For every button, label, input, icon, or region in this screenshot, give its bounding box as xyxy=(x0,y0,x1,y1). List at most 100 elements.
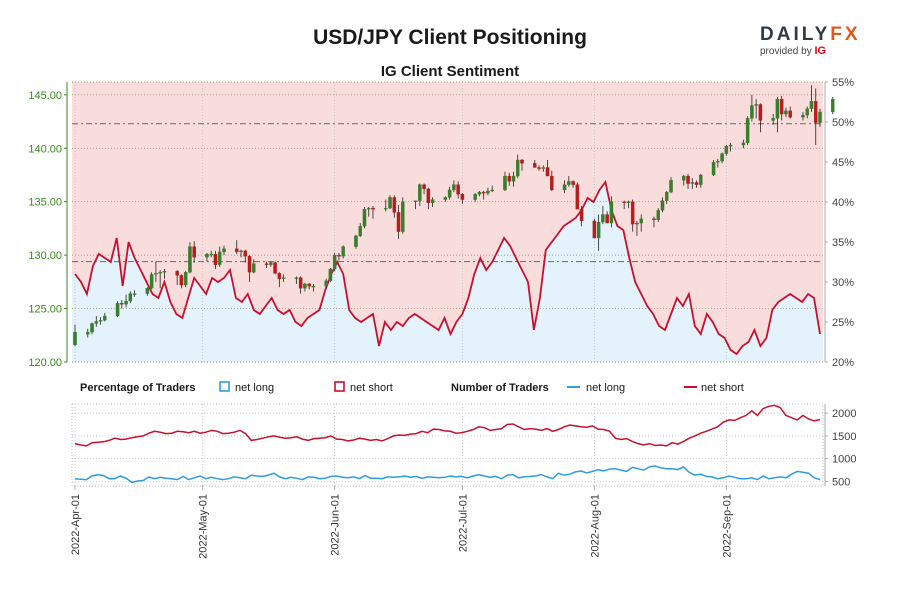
net-long-count-line xyxy=(74,465,821,484)
candle-bear xyxy=(481,191,486,194)
ig-logo: IG xyxy=(814,45,827,57)
pct-tick-label: 35% xyxy=(832,237,854,249)
price-tick-label: 145.00 xyxy=(28,90,62,102)
legend-pct-short-swatch xyxy=(334,381,345,392)
candle-bull xyxy=(281,277,286,279)
candle-bull xyxy=(145,288,150,294)
pct-tick-label: 20% xyxy=(832,357,854,369)
pct-tick-label: 25% xyxy=(832,317,854,329)
candle-bull xyxy=(401,201,405,232)
legend-num-short-label: net short xyxy=(701,382,744,394)
brand-name: DAILYFX xyxy=(760,24,870,46)
candle-bear xyxy=(788,110,792,118)
candle-bear xyxy=(686,175,690,184)
candle-bull xyxy=(660,200,665,211)
price-tick-label: 125.00 xyxy=(28,304,62,316)
candle-bear xyxy=(460,194,465,200)
count-tick-label: 1500 xyxy=(832,431,856,443)
date-tick-label: 2022-Jul-01 xyxy=(457,494,469,552)
candle-bear xyxy=(575,184,580,210)
count-tick-label: 1000 xyxy=(832,454,856,466)
candle-bull xyxy=(805,108,809,116)
price-tick-label: 130.00 xyxy=(28,250,62,262)
brand-name-main: DAILY xyxy=(760,24,831,45)
candle-bear xyxy=(213,253,218,265)
candle-bear xyxy=(422,184,426,190)
candle-bull xyxy=(639,218,643,224)
candle-bull xyxy=(473,194,477,200)
candle-bull xyxy=(596,221,601,239)
chart-title: USD/JPY Client Positioning xyxy=(313,26,587,49)
candle-bull xyxy=(183,272,188,286)
dailyfx-logo[interactable]: DAILYFX provided by IG xyxy=(760,24,870,57)
candle-bear xyxy=(179,275,184,286)
count-frame xyxy=(71,403,824,487)
candle-bull xyxy=(154,273,158,275)
candle-bull xyxy=(750,105,754,119)
net-short-area xyxy=(72,82,823,354)
candle-bull xyxy=(388,197,392,209)
legend-pct-long-label: net long xyxy=(235,382,274,394)
candle-bull xyxy=(222,248,226,253)
candle-bull xyxy=(162,271,167,273)
candle-bull xyxy=(771,118,775,121)
candle-bear xyxy=(120,303,124,305)
candle-bull xyxy=(358,226,362,237)
brand-provided-by-text: provided by xyxy=(760,46,812,57)
pct-tick-label: 40% xyxy=(832,197,854,209)
candle-bear xyxy=(571,181,575,185)
date-tick-label: 2022-Sep-01 xyxy=(721,494,733,558)
candle-bull xyxy=(809,101,814,109)
candle-bull xyxy=(209,253,213,256)
candle-bear xyxy=(235,248,239,253)
candle-bear xyxy=(630,201,635,225)
candle-bear xyxy=(537,167,541,169)
candle-bear xyxy=(396,212,401,232)
candle-bear xyxy=(533,163,537,168)
candle-bear xyxy=(298,277,303,289)
candle-bull xyxy=(269,262,273,265)
candle-bear xyxy=(456,184,460,195)
candle-bull xyxy=(503,175,507,191)
candle-bull xyxy=(720,153,724,162)
price-tick-label: 135.00 xyxy=(28,197,62,209)
candle-bull xyxy=(741,142,746,146)
candle-bear xyxy=(545,167,550,177)
candle-bull xyxy=(311,285,316,288)
candle-bull xyxy=(515,159,520,177)
candle-bull xyxy=(384,207,388,210)
legend-num-heading: Number of Traders xyxy=(451,382,549,394)
pct-tick-label: 30% xyxy=(832,277,854,289)
candle-bull xyxy=(94,321,99,324)
candle-bull xyxy=(124,300,128,305)
candle-bull xyxy=(656,210,660,221)
candle-bull xyxy=(294,277,299,279)
trader-count-chart: 500 1000 1500 2000 2022-Apr-01 2022-May-01 202… xyxy=(70,403,856,559)
candle-bear xyxy=(392,197,397,213)
candle-bull xyxy=(413,200,418,202)
candle-bull xyxy=(90,323,94,333)
candle-bull xyxy=(609,201,614,224)
candle-bull xyxy=(115,303,120,317)
candle-bull xyxy=(784,110,788,115)
chart-subtitle: IG Client Sentiment xyxy=(380,63,520,80)
candle-bull xyxy=(669,180,673,193)
candle-bull xyxy=(626,201,631,203)
candle-bull xyxy=(801,114,805,118)
candle-bull xyxy=(567,181,571,185)
candle-bull xyxy=(303,283,307,289)
candle-bull xyxy=(341,246,345,257)
candle-bull xyxy=(332,254,337,270)
net-short-count-line xyxy=(74,404,821,447)
candle-bear xyxy=(426,188,431,203)
candle-bear xyxy=(247,256,252,273)
pct-tick-label: 45% xyxy=(832,157,854,169)
legend-pct-short-label: net short xyxy=(350,382,393,394)
count-tick-label: 2000 xyxy=(832,408,856,420)
candle-bull xyxy=(541,167,546,169)
candle-bull xyxy=(690,182,695,184)
candle-bull xyxy=(831,98,835,113)
candle-bear xyxy=(758,104,763,121)
candle-bull xyxy=(205,253,209,258)
